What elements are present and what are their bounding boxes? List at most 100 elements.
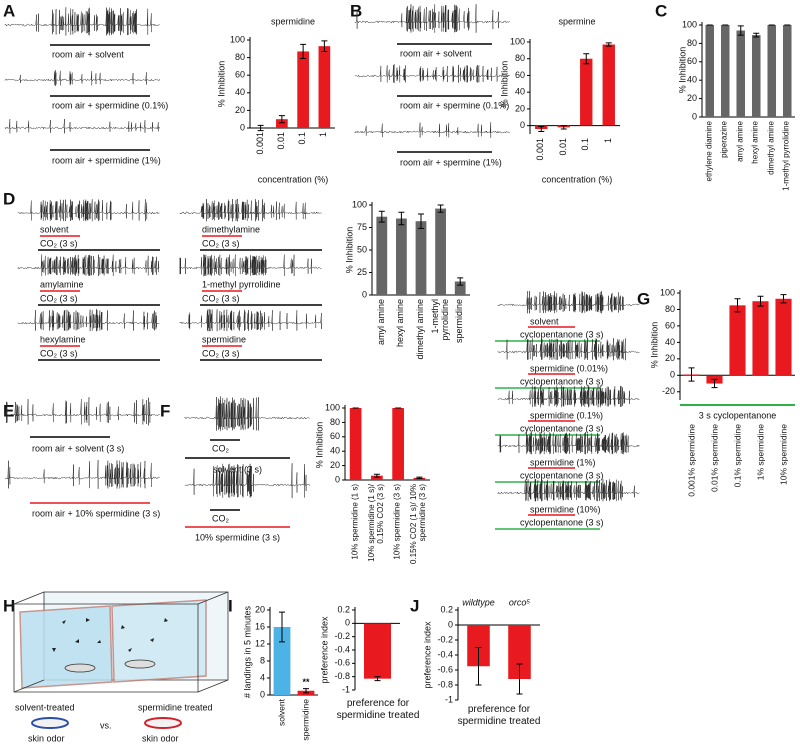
y-tick-label: -1 [342,684,350,694]
y-tick-label: 4 [260,672,265,682]
x-tick-label: ethylene diamine [704,121,714,182]
trace [17,309,160,332]
panel-label: B [350,1,362,20]
trace [4,459,160,489]
bar [376,216,388,295]
y-tick-label: 20 [687,93,697,103]
trace [4,397,160,426]
trace-label: solvent [530,316,559,326]
y-tick-label: 75 [357,222,367,232]
x-tick-label: 1 [602,138,613,144]
x-tick-label: solvent [276,699,287,726]
error-bar [538,125,545,132]
dish-label: solvent-treated [15,702,75,712]
y-tick-label: -0.6 [437,664,453,674]
y-axis-label: % Inhibition [314,422,324,469]
bar [454,281,466,295]
y-tick-label: 0.2 [337,604,350,614]
y-tick-label: 0 [362,289,367,299]
y-tick-label: 40 [687,75,697,85]
y-tick-label: -20 [662,386,675,396]
y-tick-label: 0 [260,689,265,699]
y-axis-label: preference index [422,621,432,689]
y-tick-label: 0.2 [440,604,453,614]
y-tick-label: 100 [682,19,697,29]
error-bar [583,53,590,65]
y-tick-label: 16 [255,621,265,631]
error-bar [734,298,741,313]
trace-label: cyclopentanone (3 s) [520,517,604,527]
y-tick-label: 80 [687,38,697,48]
trace-label: 1-methyl pyrrolidine [202,279,281,289]
x-axis-label: concentration (%) [542,174,613,184]
x-tick-label: hexyl amine [395,299,406,348]
trace-label: spermidine (1%) [530,457,596,467]
x-tick-label: 0.001% spermidine [685,424,696,497]
error-bar [378,210,385,223]
panel-label: C [655,1,667,20]
x-axis-label: preference for spermidine treated [457,704,541,727]
trace [184,463,310,499]
y-tick-label: 60 [687,56,697,66]
trace-label: hexylamine [40,334,86,344]
y-tick-label: 60 [515,70,525,80]
x-tick-label: 0.1 [580,138,591,151]
bar [435,208,446,295]
error-bar [560,125,567,130]
trace-label: room air + spermine (1%) [400,157,502,167]
x-tick-label: 1 [318,132,329,138]
x-tick-label: 10% spermidine [777,424,788,485]
y-tick-label: 8 [260,655,265,665]
x-tick-label: spermidine [300,699,311,741]
y-tick-label: 100 [660,287,675,297]
trace-label: spermidine (0.1%) [530,410,603,420]
y-tick-label: 0 [345,618,350,628]
error-bar [418,213,424,229]
y-tick-label: 80 [330,417,340,427]
error-bar [688,367,695,382]
error-bar [757,295,764,307]
trace [497,431,640,455]
bar [729,305,746,376]
odor-label: skin odor [28,733,65,743]
significance-label: ** [302,677,310,687]
y-tick-label: 25 [357,267,367,277]
y-tick-label: 100 [325,402,340,412]
trace-label: cyclopentanone (3 s) [520,376,604,386]
trace-label: 10% spermidine (3 s) [195,532,280,542]
x-tick-label: 10% spermidine (1 s) [350,484,360,560]
y-tick-label: 50 [357,244,367,254]
error-bar [711,378,718,389]
bar [415,221,427,295]
y-tick-label: 60 [330,431,340,441]
odor-label: skin odor [142,733,179,743]
trace [354,64,510,84]
y-tick-label: 80 [665,304,675,314]
bar [364,623,391,679]
y-tick-label: 0 [670,370,675,380]
bar [767,25,777,117]
y-tick-label: 60 [665,320,675,330]
y-tick-label: -0.4 [334,644,350,654]
error-bar [321,40,328,52]
x-tick-label: dimethyl amine [766,121,776,175]
bar [318,46,331,128]
bar [775,298,792,376]
error-bar [398,211,405,226]
panel-label: E [3,401,14,420]
trace [497,385,640,408]
trace [179,309,322,332]
x-tick-label: 0.01 [557,138,568,156]
bar [508,625,531,679]
error-bar [300,43,307,59]
error-bar [753,32,760,38]
y-tick-label: 0 [240,122,245,132]
y-tick-label: 80 [515,53,525,63]
panel-label: D [3,189,15,208]
y-tick-label: 20 [665,353,675,363]
y-axis-label: % Inhibition [499,61,509,108]
y-tick-label: 40 [665,337,675,347]
error-bar [475,647,482,686]
trace [4,118,160,134]
x-tick-label: 1% spermidine [754,424,765,481]
